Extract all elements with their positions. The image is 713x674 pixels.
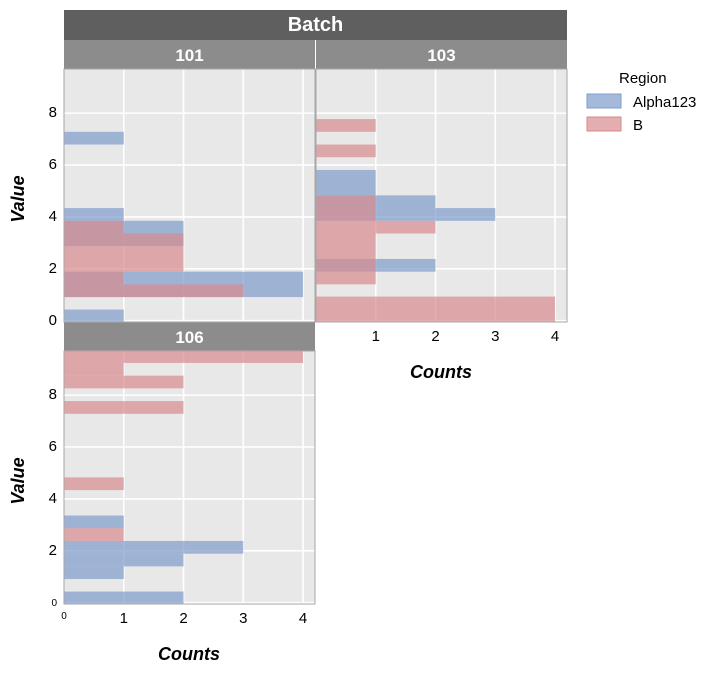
y-tick-label: 0 xyxy=(51,598,57,609)
y-axis-row1: 0 2 4 6 8 xyxy=(49,104,57,329)
x-tick-label: 3 xyxy=(491,328,499,345)
bar-b xyxy=(64,375,184,389)
bar-b xyxy=(316,258,376,285)
x-tick-label: 4 xyxy=(551,328,559,345)
bar-b xyxy=(316,144,376,158)
bar-b xyxy=(316,195,376,221)
legend: Region Alpha123 B xyxy=(586,70,696,134)
facet-label-103: 103 xyxy=(427,46,455,65)
y-axis-row2: 0 2 4 6 8 xyxy=(49,386,58,609)
y-tick-label: 6 xyxy=(49,438,57,455)
x-tick-label: 4 xyxy=(299,610,307,627)
bar-alpha123 xyxy=(64,131,124,145)
bar-b xyxy=(64,362,124,376)
x-tick-label: 2 xyxy=(179,610,187,627)
y-tick-label: 8 xyxy=(49,386,57,403)
x-tick-label: 3 xyxy=(239,610,247,627)
facet-label-106: 106 xyxy=(175,328,203,347)
bar-b xyxy=(64,271,124,285)
panel-border xyxy=(315,68,568,323)
bar-b xyxy=(316,119,376,132)
panel-border xyxy=(63,350,316,605)
panel-103 xyxy=(315,68,568,323)
legend-swatch-b xyxy=(586,116,622,132)
x-axis-title: Counts xyxy=(410,362,472,382)
facet-label-101: 101 xyxy=(175,46,203,65)
y-tick-label: 8 xyxy=(49,104,57,121)
x-axis-title: Counts xyxy=(158,644,220,664)
bar-b xyxy=(64,284,244,298)
x-axis-103: 1 2 3 4 xyxy=(372,328,560,345)
y-tick-label: 0 xyxy=(49,312,57,329)
legend-title: Region xyxy=(619,70,667,87)
bar-alpha123 xyxy=(64,540,244,554)
bar-alpha123 xyxy=(64,566,124,580)
panel-101 xyxy=(63,68,316,323)
bar-alpha123 xyxy=(64,553,184,567)
bar-b xyxy=(64,401,184,414)
x-tick-label: 0 xyxy=(61,611,67,622)
y-tick-label: 2 xyxy=(49,260,57,277)
batch-strip xyxy=(64,10,567,40)
panel-border xyxy=(63,68,316,323)
batch-strip-label: Batch xyxy=(288,14,344,36)
bar-alpha123 xyxy=(64,208,124,221)
bar-b xyxy=(316,296,556,322)
bar-alpha123 xyxy=(64,309,124,322)
x-tick-label: 2 xyxy=(431,328,439,345)
bar-b xyxy=(64,350,304,363)
x-tick-label: 1 xyxy=(372,328,380,345)
legend-swatch-alpha123 xyxy=(586,93,622,109)
y-tick-label: 4 xyxy=(49,490,57,507)
y-tick-label: 6 xyxy=(49,156,57,173)
bar-alpha123 xyxy=(64,591,184,604)
x-tick-label: 1 xyxy=(120,610,128,627)
bar-b xyxy=(64,220,124,234)
bar-b xyxy=(64,233,184,247)
facet-strip-106 xyxy=(64,322,315,351)
panel-106 xyxy=(63,350,316,605)
bar-b xyxy=(64,528,124,541)
legend-label-alpha123: Alpha123 xyxy=(633,94,696,111)
x-axis-106: 0 1 2 3 4 xyxy=(61,610,307,627)
y-axis-title: Value xyxy=(8,175,28,222)
y-axis-title: Value xyxy=(8,457,28,504)
y-tick-label: 2 xyxy=(49,542,57,559)
bar-b xyxy=(64,477,124,491)
legend-label-b: B xyxy=(633,117,643,134)
facet-strip-101 xyxy=(64,40,315,69)
y-tick-label: 4 xyxy=(49,208,57,225)
bar-alpha123 xyxy=(64,515,124,529)
bar-b xyxy=(64,246,184,272)
bar-b xyxy=(316,220,436,234)
bar-b xyxy=(316,233,376,259)
bar-alpha123 xyxy=(316,169,376,196)
facet-strip-103 xyxy=(316,40,567,69)
